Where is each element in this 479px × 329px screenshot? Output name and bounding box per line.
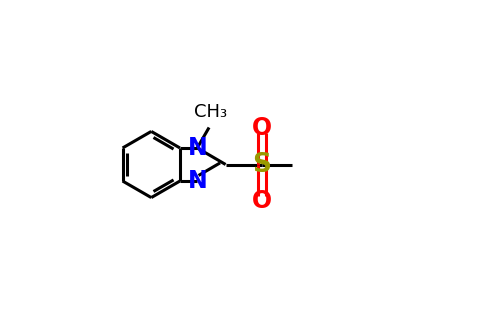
Text: N: N	[187, 136, 207, 160]
Text: O: O	[252, 189, 272, 213]
Text: S: S	[252, 151, 271, 178]
Text: O: O	[252, 116, 272, 140]
Text: N: N	[187, 169, 207, 193]
Text: CH₃: CH₃	[194, 103, 227, 121]
